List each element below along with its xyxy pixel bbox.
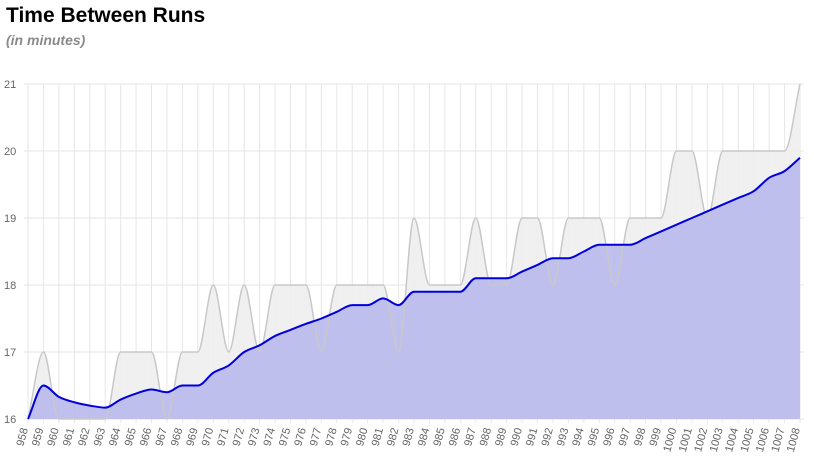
x-tick-label: 962 <box>76 427 92 448</box>
x-tick-label: 1008 <box>785 427 803 454</box>
actual-series-line <box>27 83 801 420</box>
x-tick-label: 968 <box>169 427 185 448</box>
x-tick-label: 959 <box>30 427 46 448</box>
x-tick-label: 981 <box>370 427 386 448</box>
x-tick-label: 994 <box>570 427 586 448</box>
x-tick-label: 989 <box>493 427 509 448</box>
x-tick-label: 973 <box>246 427 262 448</box>
y-axis-ticks: 16 17 18 19 20 21 <box>4 79 16 426</box>
x-tick-label: 992 <box>540 427 556 448</box>
y-tick-label: 19 <box>4 213 16 225</box>
average-series-area <box>28 157 800 419</box>
x-tick-label: 996 <box>601 427 617 448</box>
x-tick-label: 963 <box>92 427 108 448</box>
x-tick-label: 983 <box>401 427 417 448</box>
x-tick-label: 995 <box>586 427 602 448</box>
chart-title: Time Between Runs <box>6 4 206 27</box>
x-tick-label: 971 <box>215 427 231 448</box>
average-series-line <box>27 156 801 420</box>
x-tick-label: 961 <box>61 427 77 448</box>
x-tick-label: 964 <box>107 427 123 448</box>
x-tick-label: 987 <box>462 427 478 448</box>
chart-areas <box>28 84 800 419</box>
x-tick-label: 966 <box>138 427 154 448</box>
x-tick-label: 984 <box>416 427 432 448</box>
x-tick-label: 997 <box>617 427 633 448</box>
y-tick-label: 18 <box>4 280 16 292</box>
y-tick-label: 16 <box>4 414 16 426</box>
x-tick-label: 978 <box>323 427 339 448</box>
x-tick-label: 999 <box>648 427 664 448</box>
x-tick-label: 969 <box>184 427 200 448</box>
x-tick-label: 958 <box>15 427 31 448</box>
x-tick-label: 988 <box>478 427 494 448</box>
chart-subtitle: (in minutes) <box>6 32 86 48</box>
x-tick-label: 960 <box>45 427 61 448</box>
x-tick-label: 985 <box>431 427 447 448</box>
x-tick-label: 975 <box>277 427 293 448</box>
y-tick-label: 21 <box>4 79 16 91</box>
x-tick-label: 991 <box>524 427 540 448</box>
chart-lines <box>27 83 801 420</box>
x-tick-label: 967 <box>154 427 170 448</box>
y-tick-label: 20 <box>4 146 16 158</box>
x-tick-label: 986 <box>447 427 463 448</box>
x-tick-label: 965 <box>123 427 139 448</box>
y-tick-label: 17 <box>4 347 16 359</box>
x-tick-label: 974 <box>262 427 278 448</box>
x-tick-label: 979 <box>339 427 355 448</box>
x-tick-label: 972 <box>231 427 247 448</box>
x-tick-label: 976 <box>292 427 308 448</box>
x-tick-label: 998 <box>632 427 648 448</box>
x-axis-ticks: 958 959 960 961 962 963 964 965 966 967 968 969 970 9… <box>15 427 803 454</box>
x-tick-label: 982 <box>385 427 401 448</box>
x-tick-label: 980 <box>354 427 370 448</box>
x-tick-label: 990 <box>509 427 525 448</box>
x-tick-label: 970 <box>200 427 216 448</box>
x-tick-label: 977 <box>308 427 324 448</box>
x-tick-label: 993 <box>555 427 571 448</box>
